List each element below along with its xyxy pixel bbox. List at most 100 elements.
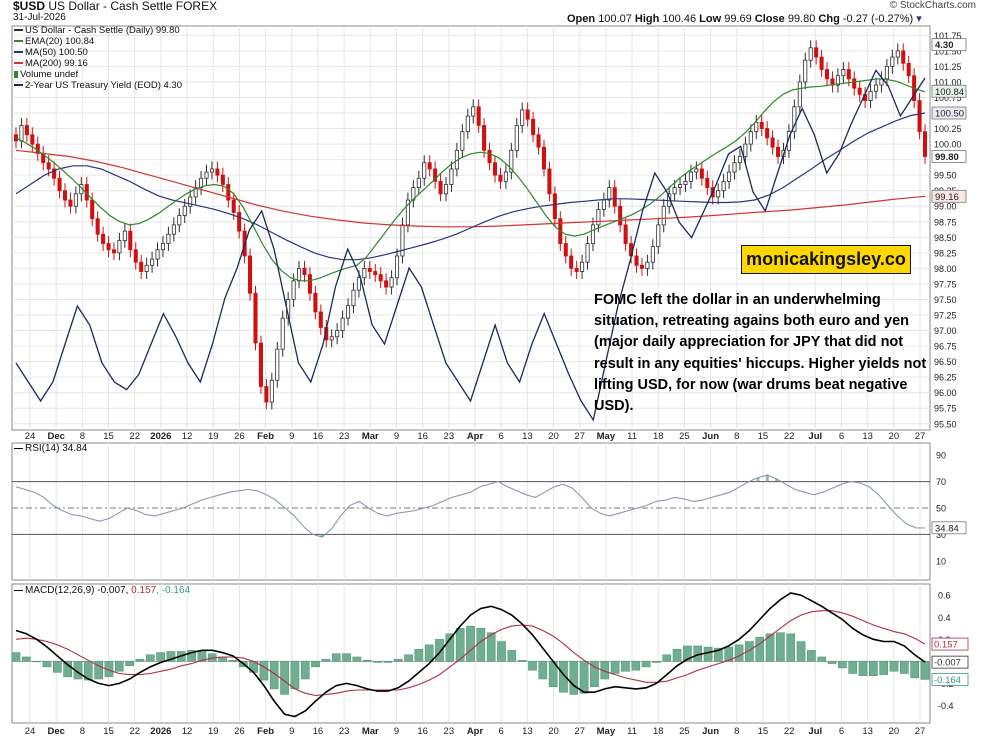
rsi-y-tick-2: 50 bbox=[936, 504, 946, 514]
price-y-tick-19: 100.25 bbox=[934, 124, 962, 134]
macd-hist-bar bbox=[703, 646, 713, 662]
legend-text-price: US Dollar - Cash Settle (Daily) 99.80 bbox=[25, 25, 180, 36]
macd-hist-bar bbox=[838, 661, 847, 669]
chart-date: 31-Jul-2026 bbox=[13, 12, 66, 23]
macd-hist-bar bbox=[259, 661, 269, 681]
ema20-last-tag: 100.84 bbox=[935, 87, 964, 98]
x-tick-label-bottom-11: 16 bbox=[313, 726, 324, 737]
macd-hist-bar bbox=[776, 632, 785, 662]
rsi-y-tick-0: 10 bbox=[936, 556, 946, 566]
rsi-y-tick-3: 70 bbox=[936, 477, 946, 487]
price-y-tick-8: 97.50 bbox=[934, 295, 957, 305]
candle-body bbox=[748, 131, 753, 145]
x-tick-label-4: 22 bbox=[129, 431, 140, 442]
macd-hist-bar bbox=[476, 628, 486, 662]
x-tick-label-14: 9 bbox=[394, 431, 399, 442]
candle-body bbox=[226, 184, 231, 201]
candle-body bbox=[160, 243, 165, 251]
x-tick-label-27: 8 bbox=[734, 431, 739, 442]
candle-body bbox=[906, 62, 911, 77]
candle-body bbox=[30, 134, 35, 145]
candle-body bbox=[373, 271, 378, 276]
x-tick-label-bottom-16: 23 bbox=[444, 726, 455, 737]
candle-body bbox=[19, 125, 24, 142]
x-tick-label-19: 13 bbox=[522, 431, 533, 442]
macd-hist-bar bbox=[507, 650, 517, 662]
rsi-panel-frame bbox=[11, 442, 931, 581]
candle-body bbox=[362, 267, 367, 279]
candle-body bbox=[443, 184, 449, 195]
macd-hist-bar bbox=[569, 661, 579, 695]
macd-hist-bar bbox=[559, 661, 568, 693]
candle-body bbox=[825, 69, 830, 80]
x-tick-label-bottom-5: 2026 bbox=[150, 726, 171, 737]
x-tick-label-bottom-25: 25 bbox=[679, 726, 690, 737]
candle-body bbox=[188, 196, 193, 207]
macd-hist-bar bbox=[900, 661, 909, 674]
candle-body bbox=[819, 56, 824, 70]
candle-body bbox=[258, 342, 263, 387]
macd-hist-bar bbox=[331, 653, 341, 662]
macd-hist-bar bbox=[197, 651, 207, 662]
candle-body bbox=[634, 255, 639, 266]
x-tick-label-bottom-0: 24 bbox=[25, 726, 36, 737]
dropdown-icon[interactable]: ▾ bbox=[916, 13, 922, 25]
candle-body bbox=[237, 212, 242, 232]
candle-body bbox=[389, 277, 394, 288]
candle-body bbox=[754, 121, 759, 133]
x-tick-label-bottom-31: 6 bbox=[839, 726, 844, 737]
candle-body bbox=[901, 50, 906, 64]
x-tick-label-32: 13 bbox=[862, 431, 873, 442]
macd-hist-bar bbox=[11, 652, 21, 662]
rsi-last-tag-box bbox=[931, 521, 967, 535]
price-y-tick-11: 98.25 bbox=[934, 248, 957, 258]
candle-body bbox=[220, 174, 225, 185]
x-tick-label-2: 8 bbox=[80, 431, 85, 442]
candle-body bbox=[645, 261, 650, 269]
macd-hist-bar bbox=[662, 654, 672, 662]
legend-text-volume: Volume undef bbox=[20, 69, 79, 80]
candle-body bbox=[253, 292, 258, 344]
candle-body bbox=[514, 125, 519, 151]
candle-body bbox=[884, 66, 889, 80]
candle-body bbox=[590, 224, 595, 244]
rsi-label: RSI(14) 34.84 bbox=[14, 443, 87, 454]
price-y-tick-13: 98.75 bbox=[934, 217, 957, 227]
x-tick-label-bottom-9: Feb bbox=[257, 726, 274, 737]
macd-hist-bar bbox=[383, 661, 393, 663]
x-tick-label-bottom-33: 20 bbox=[889, 726, 900, 737]
x-tick-label-bottom-26: Jun bbox=[702, 726, 719, 737]
candle-body bbox=[465, 115, 470, 133]
candle-body bbox=[607, 187, 612, 201]
macd-hist-bar bbox=[765, 633, 775, 662]
x-tick-label-21: 27 bbox=[574, 431, 585, 442]
x-tick-label-17: Apr bbox=[467, 431, 484, 442]
candle-body bbox=[422, 162, 427, 179]
x-tick-label-bottom-23: 11 bbox=[627, 726, 637, 737]
macd-hist-bar bbox=[94, 661, 103, 680]
legend-text-ma50: MA(50) 100.50 bbox=[25, 47, 88, 58]
candle-body bbox=[248, 255, 253, 294]
macd-hist-bar bbox=[517, 660, 527, 662]
candle-body bbox=[215, 168, 220, 176]
candle-body bbox=[650, 246, 655, 263]
price-y-tick-10: 98.00 bbox=[934, 264, 957, 274]
candle-body bbox=[661, 205, 666, 226]
candle-body bbox=[68, 199, 73, 207]
macd-hist-bar bbox=[920, 661, 930, 680]
candle-body bbox=[427, 162, 432, 170]
price-y-tick-9: 97.75 bbox=[934, 279, 957, 289]
macd-signal-value: 0.157 bbox=[131, 585, 157, 596]
x-tick-label-15: 16 bbox=[417, 431, 428, 442]
x-tick-label-bottom-32: 13 bbox=[862, 726, 873, 737]
macd-hist-bar bbox=[166, 651, 176, 662]
x-tick-label-7: 19 bbox=[208, 431, 219, 442]
candle-body bbox=[117, 240, 122, 254]
rsi-y-tick-4: 90 bbox=[936, 451, 946, 461]
macd-hist-bar bbox=[414, 648, 424, 662]
x-tick-label-bottom-13: Mar bbox=[362, 726, 379, 737]
ma50-last-tag-box bbox=[931, 106, 967, 120]
low-value: 99.69 bbox=[724, 13, 752, 25]
candle-body bbox=[318, 311, 323, 328]
macd-last-tag: -0.007 bbox=[934, 658, 961, 669]
